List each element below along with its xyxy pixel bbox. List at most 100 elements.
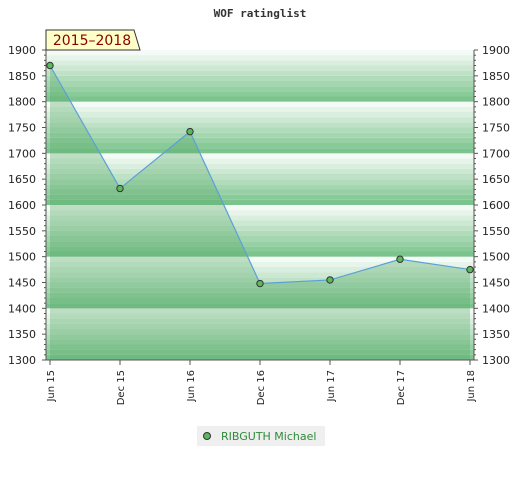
y-tick-label-right: 1800 [482,96,510,109]
background-band [46,153,474,159]
background-band [46,323,474,329]
y-tick-label-left: 1550 [8,225,36,238]
period-badge-label: 2015–2018 [53,33,131,49]
background-band [46,215,474,221]
background-band [46,318,474,324]
x-tick-label: Jun 15 [46,370,57,403]
background-band [46,55,474,61]
y-tick-label-left: 1400 [8,302,36,315]
legend-box [197,426,325,446]
background-band [46,292,474,298]
background-band [46,127,474,133]
background-band [46,179,474,185]
background-band [46,184,474,190]
background-band [46,354,474,360]
background-band [46,329,474,335]
background-band [46,101,474,107]
background-band [46,81,474,87]
y-tick-label-left: 1700 [8,147,36,160]
background-band [46,143,474,149]
background-band [46,308,474,314]
background-band [46,163,474,169]
background-band [46,158,474,164]
background-band [46,210,474,216]
background-band [46,50,474,56]
y-tick-label-left: 1300 [8,354,36,367]
background-band [46,168,474,174]
y-tick-label-right: 1900 [482,44,510,57]
y-tick-label-right: 1650 [482,173,510,186]
axes: 1900 1900 1850 1850 1800 1800 1750 1750 1700 1700… [8,44,510,405]
data-point [256,279,264,288]
background-band [46,220,474,226]
x-tick-label: Jun 17 [326,370,337,403]
y-tick-label-right: 1300 [482,354,510,367]
x-tick-label: Dec 16 [256,370,267,405]
background-band [46,225,474,231]
background-band [46,86,474,92]
y-tick-label-left: 1350 [8,328,36,341]
background-band [46,267,474,273]
y-tick-label-left: 1450 [8,277,36,290]
y-tick-label-left: 1500 [8,251,36,264]
y-tick-label-right: 1700 [482,147,510,160]
background-band [46,148,474,154]
background-band [46,117,474,123]
period-badge: 2015–2018 [45,29,141,51]
y-tick-label-right: 1450 [482,277,510,290]
x-tick-label: Jun 16 [186,370,197,403]
background-band [46,246,474,252]
data-point [326,276,334,284]
background-band [46,303,474,309]
background-band [46,137,474,143]
background-band [46,256,474,262]
background-band [46,189,474,195]
y-tick-label-right: 1350 [482,328,510,341]
background-band [46,174,474,180]
y-tick-label-right: 1550 [482,225,510,238]
background-band [46,75,474,81]
data-point [186,127,194,136]
background-band [46,65,474,71]
background-band [46,96,474,102]
background-band [46,339,474,345]
y-tick-label-right: 1850 [482,70,510,83]
y-tick-label-left: 1600 [8,199,36,212]
chart-title: WOF ratinglist [214,7,307,20]
series-points [46,61,474,288]
data-point [466,265,474,274]
background-band [46,91,474,97]
background-band [46,349,474,355]
y-tick-label-right: 1750 [482,122,510,135]
y-tick-label-left: 1650 [8,173,36,186]
period-badge-box [45,29,141,51]
legend: RIBGUTH Michael [197,426,325,446]
background-band [46,344,474,350]
series-area-fill [50,65,470,360]
background-band [46,298,474,304]
legend-label: RIBGUTH Michael [221,430,316,443]
x-tick-label: Jun 18 [466,370,477,403]
y-tick-label-left: 1900 [8,44,36,57]
x-tick-label: Dec 15 [116,370,127,405]
background-band [46,60,474,66]
background-band [46,70,474,76]
legend-marker [203,432,211,440]
data-point [396,255,404,263]
background-band [46,261,474,267]
y-tick-label-left: 1800 [8,96,36,109]
background-band [46,313,474,319]
background-band [46,199,474,205]
background-band [46,106,474,112]
data-point [116,184,124,193]
background-band [46,205,474,211]
background-band [46,132,474,138]
data-point [46,61,54,70]
background-band [46,287,474,293]
x-tick-label: Dec 17 [396,370,407,405]
background-band [46,112,474,118]
background-band [46,194,474,200]
background-band [46,230,474,236]
